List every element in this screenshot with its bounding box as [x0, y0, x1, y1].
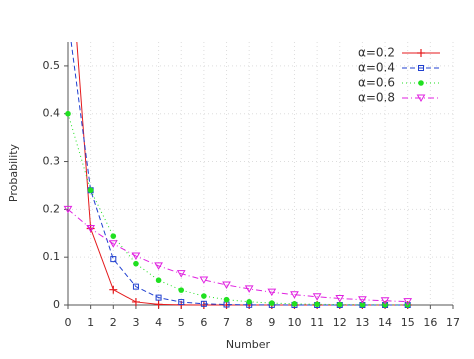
legend-label: α=0.8 [358, 91, 395, 105]
y-tick-label: 0.1 [43, 250, 61, 263]
series-line [67, 208, 408, 303]
marker [314, 301, 320, 308]
marker [110, 233, 117, 239]
x-tick-label: 6 [200, 316, 207, 329]
marker [418, 65, 424, 71]
series-line [76, 42, 408, 306]
x-tick-label: 5 [178, 316, 185, 329]
x-axis-label: Number [226, 338, 271, 351]
marker [108, 240, 118, 248]
marker [382, 302, 388, 308]
x-tick-label: 0 [65, 316, 72, 329]
plot-area [63, 16, 413, 309]
x-tick-label: 11 [310, 316, 324, 329]
y-tick-label: 0.2 [43, 202, 61, 215]
y-tick-label: 0 [53, 298, 60, 311]
x-tick-label: 8 [246, 316, 253, 329]
x-tick-label: 9 [268, 316, 275, 329]
marker [403, 298, 413, 306]
marker [110, 256, 117, 263]
marker [87, 187, 94, 194]
x-tick-label: 1 [87, 316, 94, 329]
marker [131, 252, 141, 261]
x-tick-label: 13 [355, 316, 369, 329]
marker [65, 110, 71, 117]
marker [176, 270, 186, 278]
marker [417, 49, 425, 57]
legend-label: α=0.6 [358, 76, 395, 90]
marker [418, 80, 424, 86]
marker [133, 260, 139, 267]
marker [246, 298, 252, 305]
x-tick-label: 3 [132, 316, 139, 329]
x-tick-label: 16 [423, 316, 437, 329]
marker [358, 296, 367, 304]
marker [291, 301, 298, 307]
marker [109, 285, 118, 294]
x-tick-label: 14 [378, 316, 392, 329]
marker [131, 297, 140, 306]
legend-label: α=0.4 [358, 61, 395, 75]
marker [244, 285, 254, 293]
marker [359, 301, 366, 308]
x-tick-label: 4 [155, 316, 162, 329]
marker [200, 300, 207, 307]
marker [336, 301, 343, 308]
x-tick-label: 2 [110, 316, 117, 329]
marker [132, 283, 139, 290]
y-tick-label: 0.3 [43, 155, 61, 168]
marker [155, 294, 162, 301]
marker [178, 287, 185, 293]
x-tick-label: 15 [401, 316, 415, 329]
marker [223, 296, 230, 303]
x-tick-label: 17 [446, 316, 460, 329]
marker [178, 299, 185, 306]
marker [154, 262, 163, 270]
marker [416, 94, 426, 102]
marker [380, 297, 390, 305]
marker [155, 277, 162, 284]
y-tick-label: 0.5 [43, 59, 61, 72]
marker [267, 288, 277, 297]
marker [66, 16, 71, 21]
marker [222, 281, 231, 289]
marker [290, 291, 299, 299]
marker [199, 276, 209, 284]
x-tick-label: 7 [223, 316, 230, 329]
x-tick-label: 10 [287, 316, 301, 329]
x-tick-label: 12 [333, 316, 347, 329]
marker [335, 294, 345, 303]
legend-label: α=0.2 [358, 46, 395, 60]
marker [154, 300, 163, 309]
marker [269, 300, 275, 306]
marker [312, 293, 322, 301]
marker [201, 293, 207, 299]
y-axis-label: Probability [7, 143, 20, 202]
y-tick-label: 0.4 [43, 107, 61, 120]
marker [63, 205, 73, 214]
series-line [70, 42, 408, 306]
marker [86, 224, 96, 233]
